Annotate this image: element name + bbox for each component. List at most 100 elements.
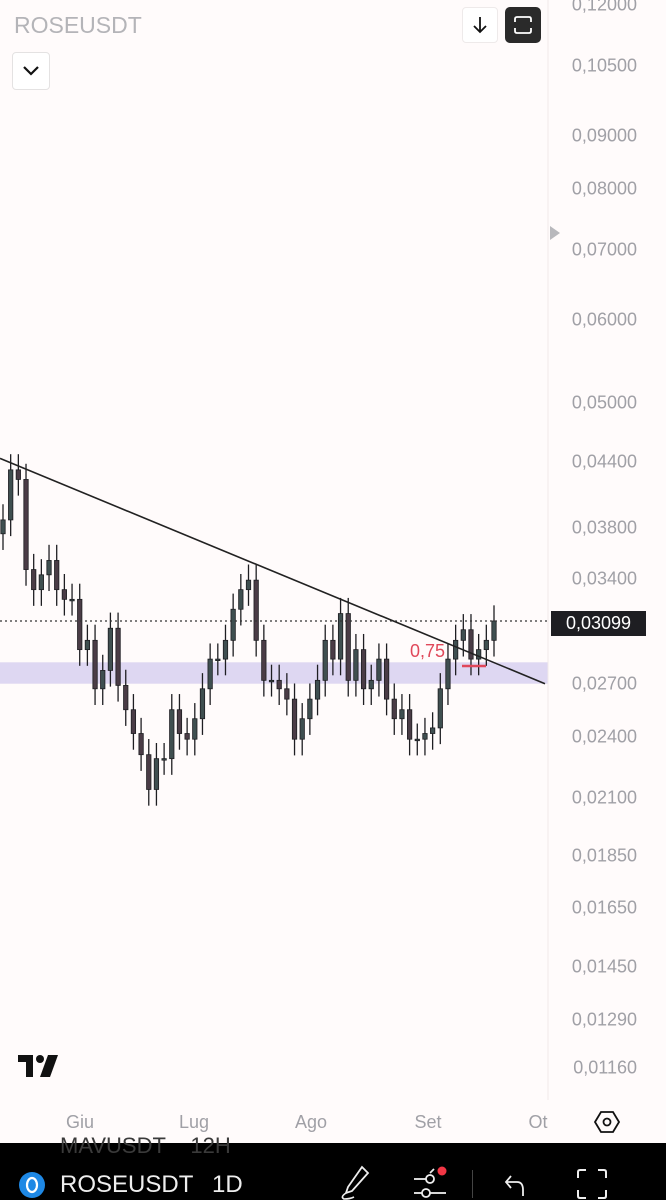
candle <box>261 639 267 681</box>
scroll-to-latest-button[interactable] <box>462 7 498 43</box>
indicators-icon[interactable] <box>412 1165 450 1200</box>
price-tick: 0,02100 <box>571 787 637 808</box>
symbol-selector[interactable]: ROSEUSDT <box>60 1171 194 1198</box>
candle <box>399 709 405 720</box>
candle <box>476 649 482 660</box>
candle <box>307 698 313 720</box>
price-tick: 0,06000 <box>571 309 637 330</box>
candle <box>383 658 390 700</box>
candle <box>199 688 206 720</box>
price-tick: 0,09000 <box>571 125 637 146</box>
collapse-button[interactable] <box>12 52 50 90</box>
annotation-label: 0,75 <box>410 641 445 661</box>
candle <box>84 639 90 651</box>
candle <box>0 519 6 535</box>
price-tick: 0,02700 <box>571 673 637 694</box>
candle <box>184 733 190 740</box>
price-tick: 0,10500 <box>571 55 637 76</box>
candle <box>130 709 137 734</box>
chevron-down-icon <box>23 66 39 76</box>
trendline <box>0 457 546 685</box>
price-tick: 0,05000 <box>571 392 637 413</box>
candle <box>445 658 451 690</box>
price-tick: 0,01650 <box>571 897 637 918</box>
candle <box>61 589 67 600</box>
candle <box>391 698 397 720</box>
candle <box>207 658 213 690</box>
price-tick: 0,04400 <box>571 451 637 471</box>
chart-symbol-title: ROSEUSDT <box>14 12 142 38</box>
price-tick: 0,07000 <box>571 239 637 260</box>
candle <box>138 733 144 756</box>
candle <box>8 469 14 521</box>
price-tick: 0,01160 <box>573 1057 637 1078</box>
candle <box>69 598 75 602</box>
candle <box>215 658 221 662</box>
rose-coin-icon <box>19 1172 45 1198</box>
price-chart[interactable]: 0,75 <box>0 0 666 1143</box>
time-tick: Ago <box>294 1112 328 1132</box>
fullscreen-icon[interactable] <box>576 1168 608 1200</box>
candle <box>238 589 244 610</box>
candle <box>460 629 466 641</box>
candle <box>284 688 290 700</box>
candle <box>245 579 252 591</box>
time-tick: Ot <box>528 1112 548 1132</box>
candle <box>322 639 328 681</box>
candle <box>192 718 198 740</box>
candle <box>422 733 428 740</box>
candle <box>92 639 98 690</box>
settings-icon[interactable] <box>594 1110 620 1134</box>
candle <box>146 754 152 790</box>
bottom-toolbar <box>0 1143 666 1200</box>
undo-icon[interactable] <box>503 1172 529 1198</box>
candle <box>54 560 60 591</box>
candle <box>353 649 359 681</box>
candle <box>253 579 259 641</box>
candle <box>483 639 489 651</box>
candle <box>107 627 114 671</box>
price-tick: 0,12000 <box>571 0 637 15</box>
candle <box>360 649 367 690</box>
last-price-label: 0,03099 <box>551 611 646 636</box>
price-tick: 0,01450 <box>571 956 637 977</box>
previous-symbol-row[interactable]: MAVUSDT 12H <box>60 1133 231 1159</box>
candle <box>330 639 336 660</box>
price-tick: 0,08000 <box>571 178 637 199</box>
interval-selector[interactable]: 1D <box>212 1171 243 1198</box>
candle <box>15 469 21 480</box>
candle <box>176 709 183 734</box>
support-zone <box>0 662 548 684</box>
candle <box>77 598 83 651</box>
candle <box>161 758 167 761</box>
candle <box>491 620 497 641</box>
candle <box>230 608 236 641</box>
candle <box>430 727 436 734</box>
fit-screen-icon <box>514 16 532 34</box>
candle <box>222 639 229 660</box>
expand-right-icon[interactable] <box>549 225 561 241</box>
time-tick: Lug <box>178 1112 210 1132</box>
candle <box>337 613 344 660</box>
candle <box>115 627 121 686</box>
candle <box>123 684 129 711</box>
candle <box>31 569 37 591</box>
drawing-pen-icon[interactable] <box>338 1165 372 1200</box>
candle <box>291 698 298 740</box>
notification-dot <box>437 1166 447 1176</box>
candle <box>368 679 374 690</box>
candle <box>100 670 106 690</box>
toolbar-divider <box>472 1170 473 1198</box>
arrow-down-icon <box>473 17 487 34</box>
time-tick: Giu <box>65 1112 95 1132</box>
price-tick: 0,02400 <box>571 726 637 747</box>
price-tick: 0,01850 <box>571 845 637 866</box>
candle <box>437 688 443 729</box>
candle <box>376 658 382 681</box>
previous-symbol: MAVUSDT <box>60 1133 166 1158</box>
time-tick: Set <box>414 1112 442 1132</box>
price-tick: 0,01290 <box>571 1009 637 1030</box>
candle <box>169 709 175 760</box>
price-tick: 0,03400 <box>571 568 637 589</box>
fit-chart-button[interactable] <box>505 7 541 43</box>
